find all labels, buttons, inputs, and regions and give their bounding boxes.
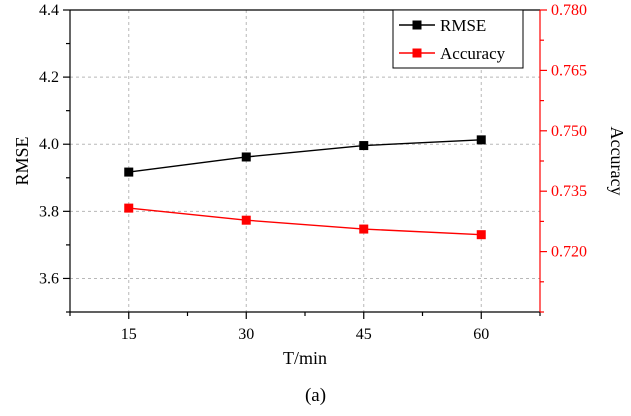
- left-tick-label: 4.4: [39, 2, 59, 19]
- x-tick-label: 15: [121, 326, 137, 343]
- series-point-accuracy: [124, 203, 134, 213]
- series-point-rmse: [124, 167, 134, 177]
- legend-marker-rmse: [412, 20, 422, 30]
- x-tick-label: 45: [356, 326, 372, 343]
- right-tick-label: 0.765: [551, 62, 587, 79]
- series-point-rmse: [359, 141, 369, 151]
- right-tick-label: 0.750: [551, 123, 587, 140]
- series-point-accuracy: [476, 230, 486, 240]
- x-tick-label: 60: [473, 326, 489, 343]
- legend-marker-accuracy: [412, 48, 422, 58]
- right-tick-label: 0.720: [551, 244, 587, 261]
- x-axis-title: T/min: [283, 348, 327, 368]
- series-point-accuracy: [241, 215, 251, 225]
- figure-caption: (a): [304, 385, 327, 406]
- right-tick-label: 0.735: [551, 183, 587, 200]
- legend-label-rmse: RMSE: [440, 16, 486, 35]
- left-tick-label: 4.0: [39, 136, 59, 153]
- line-chart: 15 30 45 60 T/min 3.6 3.8 4.0 4.2 4.4 RMSE 0.720 0.7…: [12, 2, 627, 368]
- series-line-accuracy: [128, 207, 482, 236]
- left-tick-label: 3.8: [39, 203, 59, 220]
- x-tick-label: 30: [238, 326, 254, 343]
- series-point-rmse: [241, 152, 251, 162]
- right-tick-label: 0.780: [551, 2, 587, 19]
- legend-label-accuracy: Accuracy: [440, 44, 506, 63]
- series-point-rmse: [476, 135, 486, 145]
- left-tick-label: 3.6: [39, 270, 59, 287]
- right-axis-title: Accuracy: [607, 127, 627, 196]
- left-axis-title: RMSE: [12, 136, 32, 185]
- series-line-rmse: [128, 139, 482, 173]
- legend-box: [392, 9, 524, 69]
- legend: RMSE Accuracy: [392, 9, 524, 69]
- series-layer: [124, 135, 486, 240]
- left-tick-label: 4.2: [39, 69, 59, 86]
- series-point-accuracy: [359, 224, 369, 234]
- axes: 15 30 45 60 T/min 3.6 3.8 4.0 4.2 4.4 RMSE 0.720 0.7…: [12, 2, 627, 368]
